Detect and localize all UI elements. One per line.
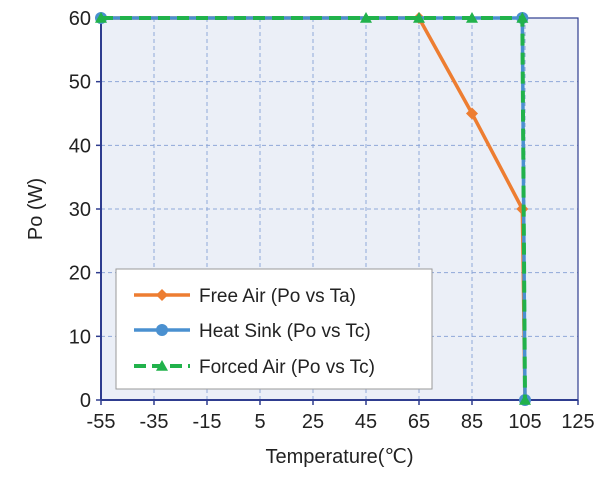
legend-swatch-marker [156,360,168,371]
y-tick-label: 40 [69,135,91,157]
x-tick-label: 25 [302,411,324,433]
series-layer [95,12,531,406]
x-tick-label: 105 [508,411,541,433]
legend-item-free-air: Free Air (Po vs Ta) [134,286,356,307]
x-tick-label: 65 [408,411,430,433]
y-tick-label: 30 [69,199,91,221]
data-point-forced-air [360,12,372,23]
legend-item-forced-air: Forced Air (Po vs Tc) [134,357,375,378]
tick-labels: -55 -35 -15 5 25 45 65 85 105 125 0 10 20 30 40 50 60 [69,8,595,433]
data-point-forced-air [466,12,478,23]
x-axis-label: Temperature(℃) [265,446,413,468]
data-point-free-air [466,107,478,120]
legend-swatch-marker [156,324,168,336]
legend-label: Free Air (Po vs Ta) [199,286,356,307]
x-tick-label: 5 [254,411,265,433]
legend-item-heat-sink: Heat Sink (Po vs Tc) [134,321,371,342]
y-axis-label: Po (W) [25,178,47,240]
legend-label: Heat Sink (Po vs Tc) [199,321,371,342]
y-tick-label: 10 [69,326,91,348]
x-tick-label: 85 [461,411,483,433]
x-tick-label: -15 [193,411,222,433]
x-tick-label: -55 [87,411,116,433]
data-point-forced-air [95,12,107,23]
y-tick-label: 20 [69,263,91,285]
x-tick-label: 125 [561,411,594,433]
series-line-forced-air [101,16,527,401]
data-point-forced-air [413,12,425,23]
legend-swatch-marker [156,289,168,301]
legend-label: Forced Air (Po vs Tc) [199,357,375,378]
data-point-forced-air [519,394,531,405]
y-tick-label: 0 [80,390,91,412]
y-tick-label: 50 [69,72,91,94]
x-tick-label: -35 [140,411,169,433]
y-tick-label: 60 [69,8,91,30]
x-tick-label: 45 [355,411,377,433]
legend: Free Air (Po vs Ta) Heat Sink (Po vs Tc) F… [115,268,433,390]
data-point-forced-air [516,12,529,23]
series-forced-air [95,12,531,405]
